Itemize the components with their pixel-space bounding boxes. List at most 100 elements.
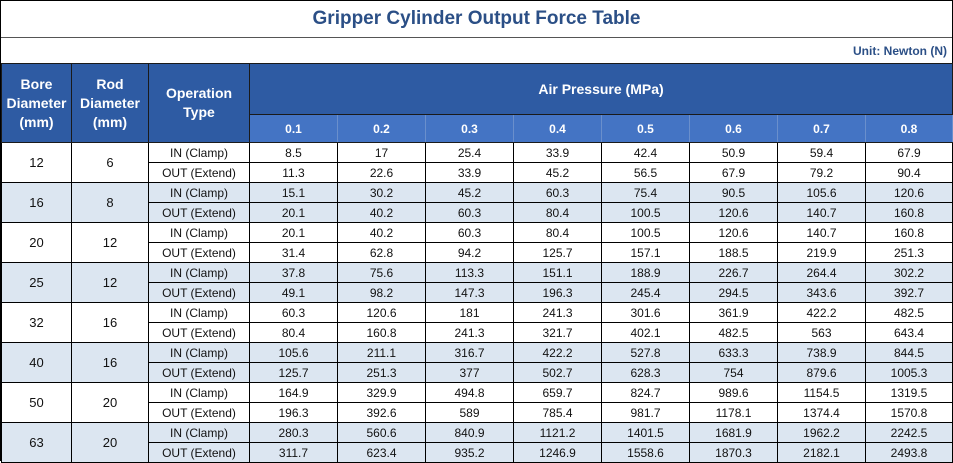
force-value-cell: 60.3 bbox=[425, 222, 514, 243]
force-value-cell: 17 bbox=[337, 142, 426, 163]
header-pressure-0-7: 0.7 bbox=[777, 114, 866, 143]
force-value-cell: 1870.3 bbox=[689, 442, 778, 463]
force-value-cell: 1558.6 bbox=[601, 442, 690, 463]
table-row: 20 12 IN (Clamp) 20.1 40.2 60.3 80.4 100.5 120.6… bbox=[1, 222, 953, 263]
force-value-cell: 422.2 bbox=[513, 342, 602, 363]
force-value-cell: 251.3 bbox=[864, 242, 953, 263]
force-value-cell: 140.7 bbox=[777, 202, 866, 223]
bore-diameter-cell: 50 bbox=[1, 382, 72, 423]
force-value-cell: 75.4 bbox=[601, 182, 690, 203]
bore-diameter-cell: 25 bbox=[1, 262, 72, 303]
force-value-cell: 321.7 bbox=[513, 322, 602, 343]
operation-type-cell: IN (Clamp) bbox=[148, 262, 250, 283]
force-value-cell: 160.8 bbox=[864, 202, 953, 223]
force-value-cell: 402.1 bbox=[601, 322, 690, 343]
force-value-cell: 623.4 bbox=[337, 442, 426, 463]
force-value-cell: 56.5 bbox=[601, 162, 690, 183]
force-value-cell: 20.1 bbox=[249, 202, 338, 223]
force-value-cell: 98.2 bbox=[337, 282, 426, 303]
force-value-cell: 59.4 bbox=[777, 142, 866, 163]
force-value-cell: 30.2 bbox=[337, 182, 426, 203]
force-value-cell: 181 bbox=[425, 302, 514, 323]
pressure-header-row: 0.1 0.2 0.3 0.4 0.5 0.6 0.7 0.8 bbox=[2, 114, 953, 143]
bore-diameter-cell: 32 bbox=[1, 302, 72, 343]
force-value-cell: 527.8 bbox=[601, 342, 690, 363]
force-value-cell: 633.3 bbox=[689, 342, 778, 363]
force-value-cell: 482.5 bbox=[864, 302, 953, 323]
force-value-cell: 502.7 bbox=[513, 362, 602, 383]
header-pressure-0-6: 0.6 bbox=[689, 114, 778, 143]
force-value-cell: 40.2 bbox=[337, 222, 426, 243]
force-value-cell: 316.7 bbox=[425, 342, 514, 363]
operation-type-cell: IN (Clamp) bbox=[148, 342, 250, 363]
force-value-cell: 125.7 bbox=[513, 242, 602, 263]
force-value-cell: 302.2 bbox=[864, 262, 953, 283]
force-value-cell: 989.6 bbox=[689, 382, 778, 403]
header-bore-diameter: Bore Diameter (mm) bbox=[1, 63, 72, 143]
table-row: 12 6 IN (Clamp) 8.5 17 25.4 33.9 42.4 50.9 59.4 67… bbox=[1, 142, 953, 183]
table-row: OUT (Extend) 311.7 623.4 935.2 1246.9 1558.6 1… bbox=[2, 442, 953, 463]
force-value-cell: 33.9 bbox=[425, 162, 514, 183]
force-value-cell: 563 bbox=[777, 322, 866, 343]
force-value-cell: 100.5 bbox=[601, 222, 690, 243]
force-value-cell: 311.7 bbox=[249, 442, 338, 463]
bore-diameter-cell: 20 bbox=[1, 222, 72, 263]
force-value-cell: 42.4 bbox=[601, 142, 690, 163]
force-value-cell: 196.3 bbox=[513, 282, 602, 303]
force-value-cell: 188.5 bbox=[689, 242, 778, 263]
bore-diameter-cell: 12 bbox=[1, 142, 72, 183]
rod-diameter-cell: 16 bbox=[71, 302, 149, 343]
force-value-cell: 2493.8 bbox=[864, 442, 953, 463]
table-row: OUT (Extend) 196.3 392.6 589 785.4 981.7 1178.… bbox=[2, 402, 953, 423]
force-value-cell: 935.2 bbox=[425, 442, 514, 463]
header-operation-type: Operation Type bbox=[148, 63, 250, 143]
table-row: 25 12 IN (Clamp) 37.8 75.6 113.3 151.1 188.9 226… bbox=[1, 262, 953, 303]
force-value-cell: 377 bbox=[425, 362, 514, 383]
force-value-cell: 120.6 bbox=[689, 222, 778, 243]
force-value-cell: 2182.1 bbox=[777, 442, 866, 463]
force-value-cell: 196.3 bbox=[249, 402, 338, 423]
operation-type-cell: IN (Clamp) bbox=[148, 422, 250, 443]
table-row: 40 16 IN (Clamp) 105.6 211.1 316.7 422.2 527.8 6… bbox=[1, 342, 953, 383]
table-row: OUT (Extend) 11.3 22.6 33.9 45.2 56.5 67.9 79.2… bbox=[2, 162, 953, 183]
force-value-cell: 1121.2 bbox=[513, 422, 602, 443]
force-value-cell: 1246.9 bbox=[513, 442, 602, 463]
force-value-cell: 31.4 bbox=[249, 242, 338, 263]
force-value-cell: 301.6 bbox=[601, 302, 690, 323]
table-row: OUT (Extend) 20.1 40.2 60.3 80.4 100.5 120.6 14… bbox=[2, 202, 953, 223]
force-value-cell: 33.9 bbox=[513, 142, 602, 163]
force-value-cell: 80.4 bbox=[513, 202, 602, 223]
bore-diameter-cell: 63 bbox=[1, 422, 72, 463]
force-value-cell: 164.9 bbox=[249, 382, 338, 403]
force-value-cell: 1005.3 bbox=[864, 362, 953, 383]
header-rod-diameter: Rod Diameter (mm) bbox=[71, 63, 149, 143]
force-value-cell: 100.5 bbox=[601, 202, 690, 223]
force-value-cell: 151.1 bbox=[513, 262, 602, 283]
force-value-cell: 160.8 bbox=[337, 322, 426, 343]
operation-type-cell: IN (Clamp) bbox=[148, 142, 250, 163]
force-value-cell: 1681.9 bbox=[689, 422, 778, 443]
force-value-cell: 643.4 bbox=[864, 322, 953, 343]
operation-type-cell: OUT (Extend) bbox=[148, 402, 250, 423]
header-pressure-0-2: 0.2 bbox=[337, 114, 426, 143]
force-value-cell: 785.4 bbox=[513, 402, 602, 423]
table-header: Bore Diameter (mm) Rod Diameter (mm) Ope… bbox=[1, 63, 953, 143]
operation-type-cell: OUT (Extend) bbox=[148, 162, 250, 183]
force-value-cell: 80.4 bbox=[249, 322, 338, 343]
rod-diameter-cell: 8 bbox=[71, 182, 149, 223]
force-value-cell: 188.9 bbox=[601, 262, 690, 283]
table-row: 16 8 IN (Clamp) 15.1 30.2 45.2 60.3 75.4 90.5 105… bbox=[1, 182, 953, 223]
force-value-cell: 157.1 bbox=[601, 242, 690, 263]
force-value-cell: 120.6 bbox=[337, 302, 426, 323]
force-value-cell: 628.3 bbox=[601, 362, 690, 383]
force-value-cell: 589 bbox=[425, 402, 514, 423]
force-value-cell: 392.7 bbox=[864, 282, 953, 303]
operation-type-cell: OUT (Extend) bbox=[148, 282, 250, 303]
force-value-cell: 264.4 bbox=[777, 262, 866, 283]
header-pressure-0-8: 0.8 bbox=[864, 114, 953, 143]
force-value-cell: 80.4 bbox=[513, 222, 602, 243]
table-row: OUT (Extend) 80.4 160.8 241.3 321.7 402.1 482.… bbox=[2, 322, 953, 343]
force-value-cell: 45.2 bbox=[513, 162, 602, 183]
force-value-cell: 844.5 bbox=[864, 342, 953, 363]
unit-label: Unit: Newton (N) bbox=[853, 43, 947, 58]
